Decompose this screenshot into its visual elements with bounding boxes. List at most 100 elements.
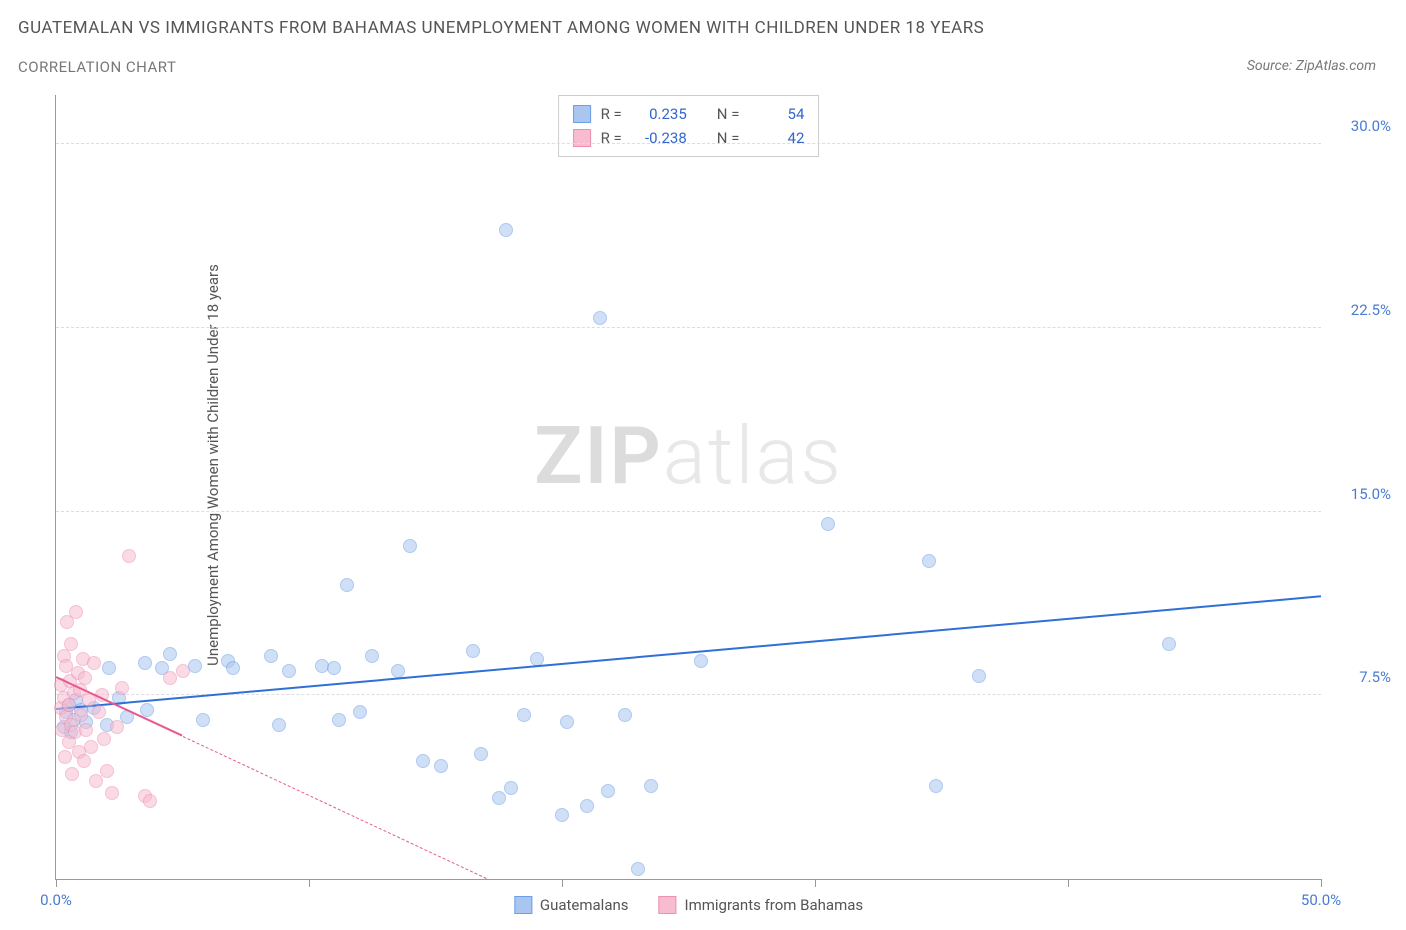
data-point <box>593 311 607 325</box>
data-point <box>601 784 615 798</box>
y-tick-label: 7.5% <box>1331 668 1391 686</box>
source-credit: Source: ZipAtlas.com <box>1247 58 1376 74</box>
x-tick-label: 50.0% <box>1301 891 1341 909</box>
x-tick-label: 0.0% <box>40 891 72 909</box>
watermark: ZIPatlas <box>534 409 843 503</box>
data-point <box>821 517 835 531</box>
gridline <box>56 694 1321 695</box>
data-point <box>340 578 354 592</box>
data-point <box>188 659 202 673</box>
x-tick <box>309 879 310 887</box>
data-point <box>517 708 531 722</box>
legend-swatch <box>514 896 532 914</box>
chart-subtitle: CORRELATION CHART <box>18 58 176 76</box>
watermark-light: atlas <box>663 409 843 503</box>
data-point <box>416 754 430 768</box>
data-point <box>327 661 341 675</box>
data-point <box>353 705 367 719</box>
r-label: R = <box>601 102 622 126</box>
watermark-bold: ZIP <box>534 409 663 503</box>
trend-line-extrapolated <box>182 736 486 879</box>
data-point <box>65 767 79 781</box>
data-point <box>499 223 513 237</box>
data-point <box>110 720 124 734</box>
legend-label: Immigrants from Bahamas <box>685 896 864 914</box>
gridline <box>56 327 1321 328</box>
data-point <box>332 713 346 727</box>
data-point <box>163 647 177 661</box>
scatter-chart: ZIPatlas R =0.235N =54R =-0.238N =42 Gua… <box>55 95 1321 880</box>
n-label: N = <box>717 126 740 150</box>
data-point <box>140 703 154 717</box>
legend-item: Immigrants from Bahamas <box>659 896 864 914</box>
data-point <box>434 759 448 773</box>
data-point <box>138 656 152 670</box>
data-point <box>84 740 98 754</box>
data-point <box>62 698 76 712</box>
n-value: 54 <box>749 102 804 126</box>
correlation-stats-box: R = 0.235 N = 54 R = -0.238 N = 42 <box>558 95 820 157</box>
data-point <box>69 605 83 619</box>
data-point <box>530 652 544 666</box>
data-point <box>272 718 286 732</box>
data-point <box>264 649 278 663</box>
legend-swatch <box>573 129 591 147</box>
data-point <box>644 779 658 793</box>
data-point <box>391 664 405 678</box>
r-value: -0.238 <box>632 126 687 150</box>
data-point <box>365 649 379 663</box>
data-point <box>580 799 594 813</box>
data-point <box>504 781 518 795</box>
data-point <box>694 654 708 668</box>
stats-row: R = 0.235 N = 54 <box>573 102 805 126</box>
chart-title: GUATEMALAN VS IMMIGRANTS FROM BAHAMAS UN… <box>18 18 984 38</box>
x-tick <box>815 879 816 887</box>
data-point <box>102 661 116 675</box>
data-point <box>929 779 943 793</box>
data-point <box>466 644 480 658</box>
n-value: 42 <box>749 126 804 150</box>
data-point <box>64 637 78 651</box>
legend-item: Guatemalans <box>514 896 629 914</box>
data-point <box>74 708 88 722</box>
gridline <box>56 511 1321 512</box>
source-prefix: Source: <box>1247 58 1296 74</box>
data-point <box>196 713 210 727</box>
data-point <box>143 794 157 808</box>
data-point <box>92 705 106 719</box>
series-legend: Guatemalans Immigrants from Bahamas <box>514 896 863 914</box>
r-value: 0.235 <box>632 102 687 126</box>
y-tick-label: 30.0% <box>1331 117 1391 135</box>
data-point <box>115 681 129 695</box>
legend-swatch <box>573 105 591 123</box>
data-point <box>78 671 92 685</box>
data-point <box>555 808 569 822</box>
data-point <box>77 754 91 768</box>
data-point <box>560 715 574 729</box>
data-point <box>282 664 296 678</box>
data-point <box>176 664 190 678</box>
y-tick-label: 22.5% <box>1331 301 1391 319</box>
data-point <box>922 554 936 568</box>
source-name: ZipAtlas.com <box>1296 58 1376 74</box>
data-point <box>474 747 488 761</box>
data-point <box>631 862 645 876</box>
y-tick-label: 15.0% <box>1331 485 1391 503</box>
data-point <box>58 750 72 764</box>
data-point <box>105 786 119 800</box>
data-point <box>403 539 417 553</box>
data-point <box>163 671 177 685</box>
gridline <box>56 143 1321 144</box>
x-tick <box>56 879 57 887</box>
data-point <box>1162 637 1176 651</box>
data-point <box>492 791 506 805</box>
x-tick <box>1321 879 1322 887</box>
data-point <box>87 656 101 670</box>
data-point <box>79 723 93 737</box>
r-label: R = <box>601 126 622 150</box>
n-label: N = <box>717 102 740 126</box>
data-point <box>972 669 986 683</box>
data-point <box>618 708 632 722</box>
trend-line <box>56 595 1321 710</box>
data-point <box>122 549 136 563</box>
